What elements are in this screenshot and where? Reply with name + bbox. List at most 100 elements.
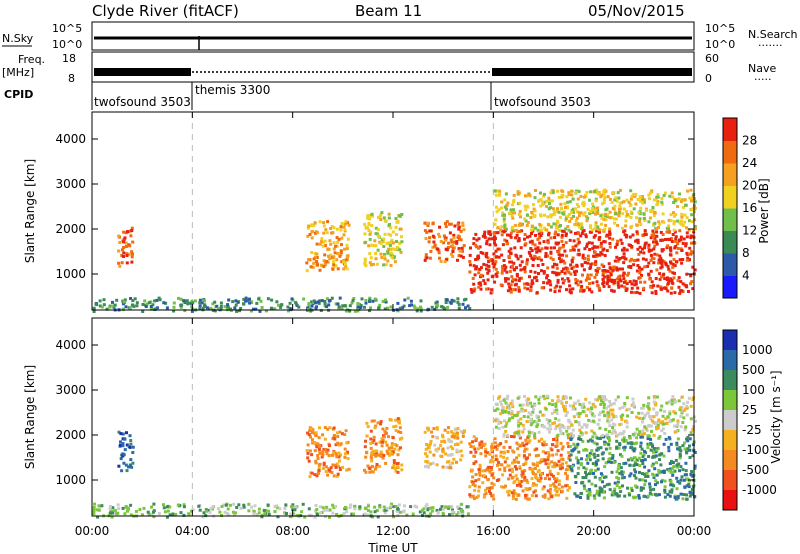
echo-cell xyxy=(498,395,502,399)
echo-cell xyxy=(679,280,683,284)
echo-cell xyxy=(658,453,662,457)
echo-cell xyxy=(637,433,640,437)
echo-cell xyxy=(483,442,487,446)
echo-cell xyxy=(597,237,601,241)
echo-cell xyxy=(586,258,590,261)
echo-cell xyxy=(528,234,532,238)
echo-cell xyxy=(485,263,489,267)
echo-cell xyxy=(513,465,517,469)
echo-cell xyxy=(494,445,497,449)
echo-cell xyxy=(530,228,533,232)
echo-cell xyxy=(679,238,683,242)
echo-cell xyxy=(663,485,667,489)
echo-cell xyxy=(122,230,126,234)
echo-cell xyxy=(679,200,683,204)
echo-cell xyxy=(479,287,483,291)
echo-cell xyxy=(475,267,479,271)
echo-cell xyxy=(511,494,515,498)
echo-cell xyxy=(495,274,499,278)
echo-cell xyxy=(653,211,657,215)
echo-cell xyxy=(236,300,240,304)
echo-cell xyxy=(637,266,641,269)
echo-cell xyxy=(316,454,320,457)
echo-cell xyxy=(550,448,554,452)
echo-cell xyxy=(468,263,472,267)
range-tick-label: 2000 xyxy=(55,428,86,442)
nsearch-label: N.Search xyxy=(748,28,798,41)
echo-cell xyxy=(551,422,555,425)
echo-cell xyxy=(130,260,134,264)
echo-cell xyxy=(601,248,605,252)
echo-cell xyxy=(555,263,559,267)
echo-cell xyxy=(661,420,665,424)
echo-cell xyxy=(432,240,436,244)
echo-cell xyxy=(594,398,598,402)
echo-cell xyxy=(608,242,612,245)
echo-cell xyxy=(667,400,671,404)
echo-cell xyxy=(478,245,482,249)
echo-cell xyxy=(177,296,180,300)
echo-cell xyxy=(643,219,647,222)
echo-cell xyxy=(496,231,500,235)
echo-cell xyxy=(606,277,610,281)
echo-cell xyxy=(625,248,629,252)
echo-cell xyxy=(500,229,504,233)
echo-cell xyxy=(469,246,472,250)
echo-cell xyxy=(639,223,643,227)
echo-cell xyxy=(638,430,642,434)
echo-cell xyxy=(671,466,675,470)
echo-cell xyxy=(209,506,213,510)
echo-cell xyxy=(507,255,511,259)
echo-cell xyxy=(631,447,635,451)
echo-cell xyxy=(506,394,510,398)
echo-cell xyxy=(338,443,341,447)
echo-cell xyxy=(505,207,508,211)
echo-cell xyxy=(459,238,463,242)
echo-cell xyxy=(504,424,508,428)
echo-cell xyxy=(660,265,664,269)
echo-cell xyxy=(130,226,134,230)
echo-cell xyxy=(548,424,552,427)
echo-cell xyxy=(615,470,619,474)
echo-cell xyxy=(428,229,432,233)
echo-cell xyxy=(176,503,180,507)
echo-cell xyxy=(683,441,687,445)
echo-cell xyxy=(481,234,485,238)
echo-cell xyxy=(523,204,527,208)
echo-cell xyxy=(468,307,472,310)
echo-cell xyxy=(633,474,636,478)
echo-cell xyxy=(535,425,539,428)
echo-cell xyxy=(426,223,430,227)
echo-cell xyxy=(102,303,106,307)
echo-cell xyxy=(383,232,387,236)
echo-cell xyxy=(336,472,340,476)
echo-cell xyxy=(234,299,238,303)
echo-cell xyxy=(473,484,477,488)
echo-cell xyxy=(473,287,477,291)
echo-cell xyxy=(589,263,593,267)
echo-cell xyxy=(423,430,427,434)
cpid-mode-1: twofsound 3503 xyxy=(94,95,191,109)
echo-cell xyxy=(659,408,663,412)
echo-cell xyxy=(474,232,478,236)
echo-cell xyxy=(604,223,608,227)
echo-cell xyxy=(534,395,538,399)
echo-cell xyxy=(428,506,432,510)
echo-cell xyxy=(559,260,563,264)
echo-cell xyxy=(124,245,128,248)
echo-cell xyxy=(342,233,346,237)
echo-cell xyxy=(119,440,122,444)
echo-cell xyxy=(640,267,644,271)
echo-cell xyxy=(635,458,639,462)
echo-cell xyxy=(490,445,494,449)
echo-cell xyxy=(313,473,317,477)
echo-cell xyxy=(516,396,520,400)
echo-cell xyxy=(627,407,631,411)
echo-cell xyxy=(486,478,490,482)
echo-cell xyxy=(455,513,459,517)
echo-cell xyxy=(423,258,427,262)
echo-cell xyxy=(675,497,679,501)
echo-cell xyxy=(397,448,401,452)
echo-cell xyxy=(381,300,385,303)
echo-cell xyxy=(387,212,391,216)
